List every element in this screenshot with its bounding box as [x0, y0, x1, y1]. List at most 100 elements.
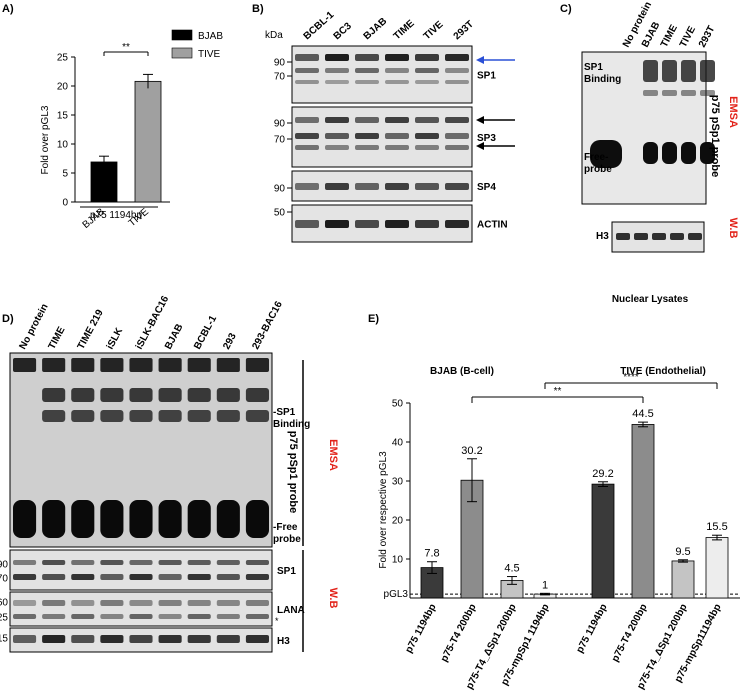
band: [355, 145, 379, 150]
band: [245, 635, 269, 643]
legend-label: TIVE: [198, 49, 221, 60]
sp1-binding-band: [129, 410, 153, 422]
band: [129, 574, 153, 580]
y-tick-label: 20: [57, 82, 69, 93]
band: [688, 233, 702, 240]
sp1-binding-band: [100, 388, 124, 402]
band: [325, 183, 349, 190]
panel-c-letter: C): [560, 3, 572, 15]
panel-c-binding-label: SP1 Binding: [584, 62, 621, 85]
band: [187, 560, 211, 565]
free-probe-band: [662, 142, 677, 164]
sp1-binding-band: [662, 60, 677, 82]
data-label: 1: [542, 579, 548, 591]
band: [42, 560, 66, 565]
lane-label: No protein: [17, 302, 50, 351]
sp1-binding-band: [158, 410, 182, 422]
sp1-arrow-head: [476, 56, 484, 64]
y-tick-label: 0: [62, 198, 68, 209]
band: [13, 574, 37, 580]
data-label: 9.5: [675, 546, 690, 558]
band: [385, 183, 409, 190]
well-band: [187, 358, 211, 372]
band: [129, 600, 153, 606]
well-band: [100, 358, 124, 372]
panel-c-emsa-label: EMSA: [727, 96, 739, 128]
sp1-binding-band: [700, 60, 715, 82]
marker-label: 90: [0, 560, 8, 571]
band: [445, 145, 469, 150]
well-band: [42, 358, 66, 372]
free-probe-band: [100, 500, 124, 538]
panel-d-blots: 90 70 SP1 260 125 LANA* 15 H3: [0, 549, 305, 653]
band: [415, 80, 439, 84]
band: [415, 220, 439, 228]
free-probe-band: [129, 500, 153, 538]
band: [445, 80, 469, 84]
significance-label: **: [122, 42, 130, 53]
y-tick-label: 30: [392, 477, 404, 488]
marker-label: 15: [0, 634, 8, 645]
lane-label: TIME: [47, 325, 68, 352]
bracket-label: **: [554, 386, 562, 397]
panel-e: E) BJAB (B-cell) TIVE (Endothelial) Fold…: [368, 313, 740, 691]
band: [245, 560, 269, 565]
minor-band: [681, 90, 696, 96]
blot-label: SP4: [477, 182, 496, 193]
band: [415, 54, 439, 61]
band: [100, 560, 124, 565]
free-probe-band: [71, 500, 95, 538]
free-probe-band: [681, 142, 696, 164]
bar: [705, 537, 729, 599]
band: [295, 80, 319, 84]
sp1-binding-band: [158, 388, 182, 402]
band: [245, 574, 269, 580]
band: [216, 560, 240, 565]
lane-label: BCBL-1: [192, 313, 219, 351]
marker-label: 70: [274, 72, 286, 83]
lane-label: TIVE: [422, 19, 446, 42]
lane-label: BCBL-1: [302, 9, 337, 42]
band: [355, 68, 379, 73]
well-band: [245, 358, 269, 372]
band: [13, 600, 37, 606]
y-tick-label: 15: [57, 111, 69, 122]
panel-b-kda-label: kDa: [265, 30, 283, 41]
band: [13, 614, 37, 619]
panel-c-footer: Nuclear Lysates: [612, 294, 689, 305]
band: [295, 117, 319, 123]
sp1-binding-band: [187, 410, 211, 422]
sp1-binding-band: [71, 388, 95, 402]
lane-label: TIVE: [678, 24, 698, 49]
band: [216, 574, 240, 580]
sp1-binding-band: [643, 60, 658, 82]
category-label: p75 1194bp: [575, 602, 610, 655]
band: [187, 574, 211, 580]
band: [216, 600, 240, 606]
asterisk: *: [275, 616, 279, 626]
band: [325, 54, 349, 61]
panel-d-free-label: -Free probe: [273, 522, 301, 545]
band: [325, 145, 349, 150]
legend-swatch: [171, 47, 193, 59]
panel-a-xlabel: p75 1194bp: [90, 210, 143, 221]
band: [295, 68, 319, 73]
band: [13, 635, 37, 643]
blot-label: SP3: [477, 133, 496, 144]
band: [42, 600, 66, 606]
legend-label: BJAB: [198, 31, 223, 42]
band: [355, 117, 379, 123]
sp1-binding-band: [245, 388, 269, 402]
marker-label: 90: [274, 58, 286, 69]
band: [158, 574, 182, 580]
bar: [671, 560, 695, 599]
panel-c-probe-label: p75 pSp1 probe: [709, 95, 721, 178]
sp1-binding-band: [216, 388, 240, 402]
sp1-binding-band: [71, 410, 95, 422]
band: [325, 68, 349, 73]
panel-a-bars: BJAB TIVE**: [81, 42, 162, 231]
